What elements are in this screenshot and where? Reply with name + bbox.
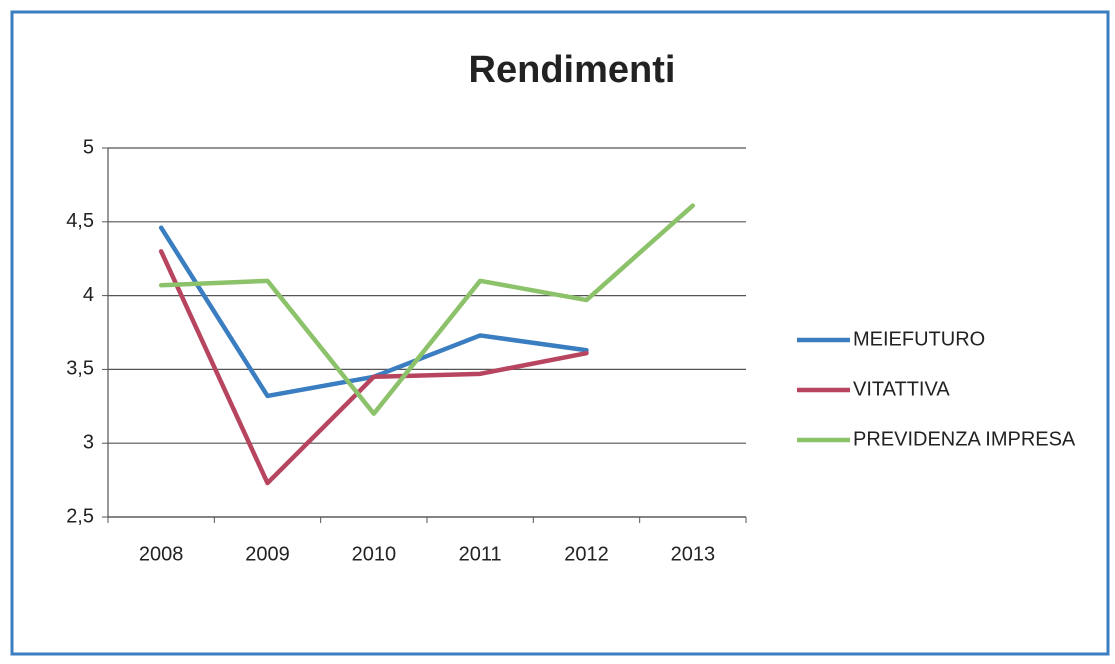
legend-label: PREVIDENZA IMPRESA xyxy=(853,428,1076,450)
x-tick-label: 2013 xyxy=(671,543,716,565)
chart-border xyxy=(10,10,1110,656)
y-tick-label: 3,5 xyxy=(66,358,94,380)
x-tick-label: 2010 xyxy=(352,543,397,565)
series-line xyxy=(158,249,589,486)
legend-label: MEIEFUTURO xyxy=(853,328,985,350)
y-tick-label: 4 xyxy=(83,284,94,306)
y-tick-label: 2,5 xyxy=(66,505,94,527)
x-tick-label: 2012 xyxy=(564,543,609,565)
x-tick-label: 2008 xyxy=(139,543,184,565)
chart-title: Rendimenti xyxy=(469,49,676,91)
y-tick-label: 5 xyxy=(83,136,94,158)
x-tick-label: 2009 xyxy=(245,543,290,565)
y-tick-label: 3 xyxy=(83,431,94,453)
legend-label: VITATTIVA xyxy=(853,378,950,400)
y-tick-label: 4,5 xyxy=(66,210,94,232)
x-tick-label: 2011 xyxy=(459,543,502,565)
series-line xyxy=(158,203,696,416)
